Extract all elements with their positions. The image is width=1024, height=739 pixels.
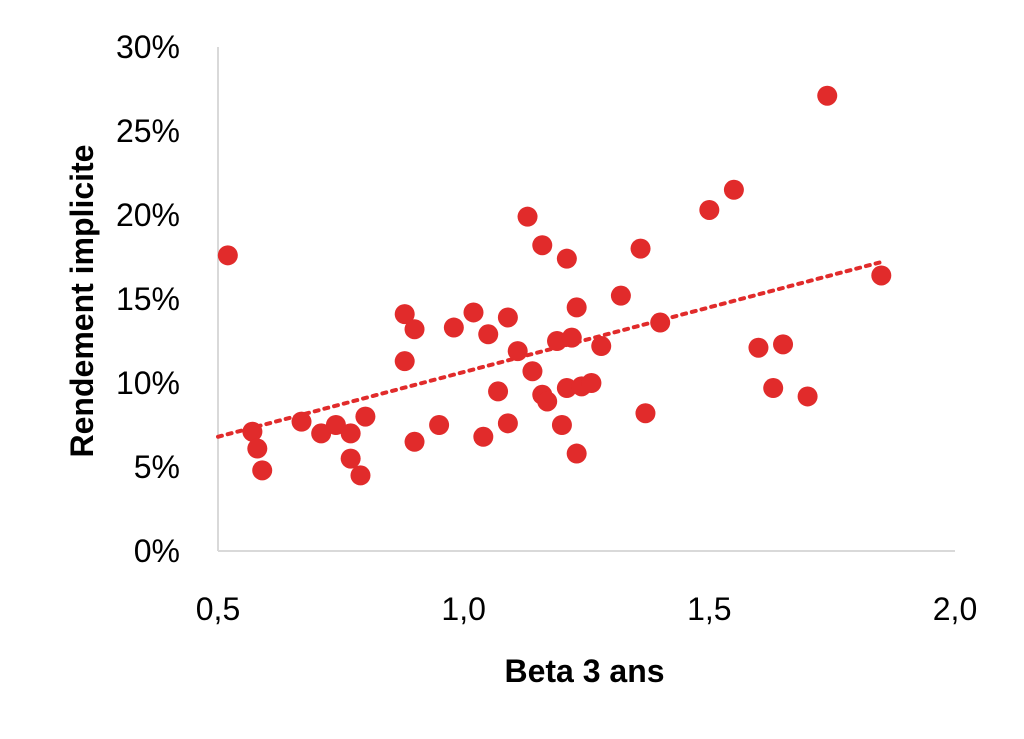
x-tick-label: 1,5 [687,591,731,627]
data-point [355,406,376,427]
data-point [630,238,651,259]
data-point [699,199,720,220]
data-point [473,426,494,447]
trendline [216,260,884,439]
y-tick-label: 10% [116,365,180,401]
data-point [394,351,415,372]
data-point [522,361,543,382]
x-tick-label: 1,0 [441,591,485,627]
data-point [340,423,361,444]
y-tick-label: 5% [134,449,180,485]
y-axis-title: Rendement implicite [64,145,100,458]
data-point [488,381,509,402]
data-point [291,411,312,432]
x-tick-label: 2,0 [933,591,977,627]
data-point [566,443,587,464]
data-point [429,415,450,435]
data-point [817,85,838,106]
data-point [443,317,464,338]
data-point [311,423,332,444]
x-tick-label: 0,5 [196,591,240,627]
data-point [252,460,273,481]
data-point [723,179,744,200]
data-point [566,297,587,318]
data-point [242,421,263,442]
y-tick-label: 25% [116,113,180,149]
data-point [635,403,656,424]
y-tick-label: 30% [116,29,180,65]
data-point [404,319,425,340]
data-point [610,285,631,306]
data-point [748,337,769,358]
data-point [556,248,577,269]
data-point [650,312,671,333]
data-points [217,85,892,486]
data-point [581,373,602,393]
axes [217,47,955,552]
data-point [763,378,784,399]
x-axis-title: Beta 3 ans [504,653,664,689]
data-point [507,341,528,362]
data-point [394,304,415,325]
y-tick-label: 20% [116,197,180,233]
x-tick-labels: 0,5 1,0 1,5 2,0 [196,591,977,627]
trendline-group [216,260,884,439]
data-point [556,378,577,399]
data-point [463,302,484,323]
data-point [478,324,499,345]
y-tick-labels: 0% 5% 10% 15% 20% 25% 30% [116,29,180,569]
data-point [497,413,518,434]
data-point [537,391,558,412]
data-point [217,245,238,266]
data-point [350,465,371,486]
data-point [561,327,582,348]
data-point [247,438,268,459]
data-point [325,415,346,435]
data-point [532,235,553,256]
data-point [871,265,892,286]
data-point [551,415,572,435]
data-point [773,334,794,355]
data-point [517,206,538,227]
y-tick-label: 15% [116,281,180,317]
data-point [340,448,361,469]
y-tick-label: 0% [134,533,180,569]
data-point [797,386,818,407]
data-point [404,431,425,452]
data-point [497,307,518,328]
data-point [591,336,612,357]
